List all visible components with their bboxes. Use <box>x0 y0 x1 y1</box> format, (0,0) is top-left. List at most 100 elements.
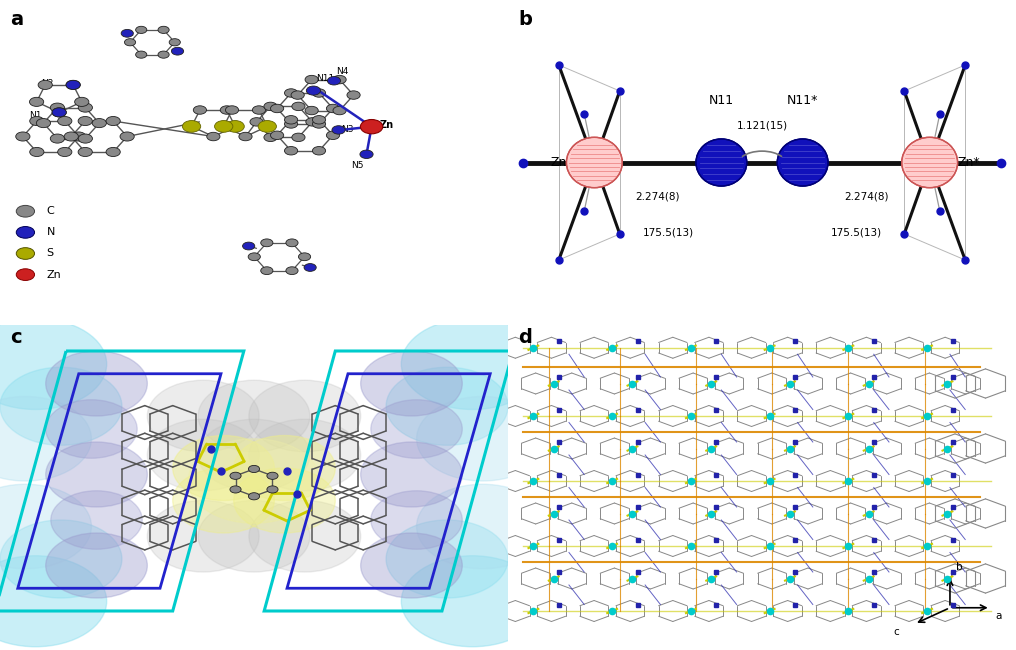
Circle shape <box>417 484 549 569</box>
Circle shape <box>185 122 198 131</box>
Circle shape <box>52 108 66 117</box>
Circle shape <box>214 120 233 132</box>
Circle shape <box>305 107 318 115</box>
Text: Zn: Zn <box>47 270 62 280</box>
Circle shape <box>46 442 147 507</box>
Text: Zn: Zn <box>550 156 567 169</box>
Circle shape <box>326 131 339 140</box>
Circle shape <box>136 26 147 33</box>
Circle shape <box>306 86 320 95</box>
Circle shape <box>248 465 260 473</box>
Text: c: c <box>10 328 21 347</box>
Circle shape <box>46 400 137 458</box>
Circle shape <box>66 81 80 90</box>
Circle shape <box>120 132 134 141</box>
Circle shape <box>361 533 462 598</box>
Circle shape <box>346 91 360 99</box>
Circle shape <box>401 318 544 410</box>
Circle shape <box>29 98 44 107</box>
Circle shape <box>239 133 252 141</box>
Circle shape <box>333 75 346 84</box>
Circle shape <box>291 91 304 99</box>
Circle shape <box>50 134 64 143</box>
Circle shape <box>306 118 319 126</box>
Circle shape <box>226 106 239 114</box>
Circle shape <box>252 106 265 114</box>
Circle shape <box>64 132 78 141</box>
Circle shape <box>37 118 51 127</box>
Text: N2: N2 <box>42 79 54 88</box>
Circle shape <box>29 116 44 125</box>
Text: 2.274(8): 2.274(8) <box>844 192 888 202</box>
Circle shape <box>169 38 180 46</box>
Circle shape <box>78 103 92 112</box>
Circle shape <box>248 253 260 261</box>
Circle shape <box>58 148 72 157</box>
Text: a: a <box>996 611 1002 621</box>
Circle shape <box>371 400 462 458</box>
Circle shape <box>270 104 283 112</box>
Circle shape <box>250 118 263 126</box>
Circle shape <box>198 380 310 452</box>
Ellipse shape <box>902 137 957 188</box>
Circle shape <box>305 75 318 84</box>
Circle shape <box>261 122 274 131</box>
Circle shape <box>332 125 345 134</box>
Circle shape <box>16 269 35 281</box>
Circle shape <box>326 104 339 112</box>
Circle shape <box>173 436 274 500</box>
Circle shape <box>106 116 120 125</box>
Text: C: C <box>47 206 55 216</box>
Circle shape <box>401 556 544 647</box>
Text: N1: N1 <box>28 111 42 120</box>
Circle shape <box>312 146 325 155</box>
Circle shape <box>0 520 122 598</box>
Circle shape <box>284 146 298 155</box>
Circle shape <box>29 148 44 157</box>
Circle shape <box>284 89 298 98</box>
Text: a: a <box>10 10 23 29</box>
Text: 175.5(13): 175.5(13) <box>830 227 882 237</box>
Circle shape <box>78 116 92 125</box>
Circle shape <box>299 253 311 261</box>
Circle shape <box>264 133 277 142</box>
Circle shape <box>78 134 92 143</box>
Circle shape <box>292 133 305 142</box>
Circle shape <box>46 351 147 416</box>
Text: c: c <box>893 627 899 637</box>
Circle shape <box>361 351 462 416</box>
Circle shape <box>234 436 335 500</box>
Circle shape <box>386 520 508 598</box>
Ellipse shape <box>567 137 622 188</box>
Circle shape <box>16 226 35 239</box>
Circle shape <box>16 248 35 259</box>
Circle shape <box>220 106 234 114</box>
Text: b: b <box>956 562 963 572</box>
Text: 1.121(15): 1.121(15) <box>737 120 787 130</box>
Circle shape <box>147 419 259 491</box>
Circle shape <box>327 77 340 85</box>
Circle shape <box>261 239 273 247</box>
Circle shape <box>333 107 346 115</box>
Circle shape <box>198 419 310 491</box>
Circle shape <box>312 120 325 128</box>
Circle shape <box>58 116 72 125</box>
Circle shape <box>243 242 255 250</box>
Text: Zn*: Zn* <box>957 156 980 169</box>
Circle shape <box>92 118 107 127</box>
Circle shape <box>267 486 278 493</box>
Circle shape <box>361 442 462 507</box>
Circle shape <box>16 132 30 141</box>
Circle shape <box>0 396 91 481</box>
Circle shape <box>147 500 259 572</box>
Circle shape <box>74 98 88 107</box>
Circle shape <box>188 439 320 523</box>
Circle shape <box>50 103 64 112</box>
Circle shape <box>46 533 147 598</box>
Circle shape <box>270 131 283 140</box>
Text: S: S <box>47 248 54 259</box>
Circle shape <box>267 472 278 479</box>
Circle shape <box>234 468 335 533</box>
Circle shape <box>206 133 219 141</box>
Circle shape <box>312 89 325 98</box>
